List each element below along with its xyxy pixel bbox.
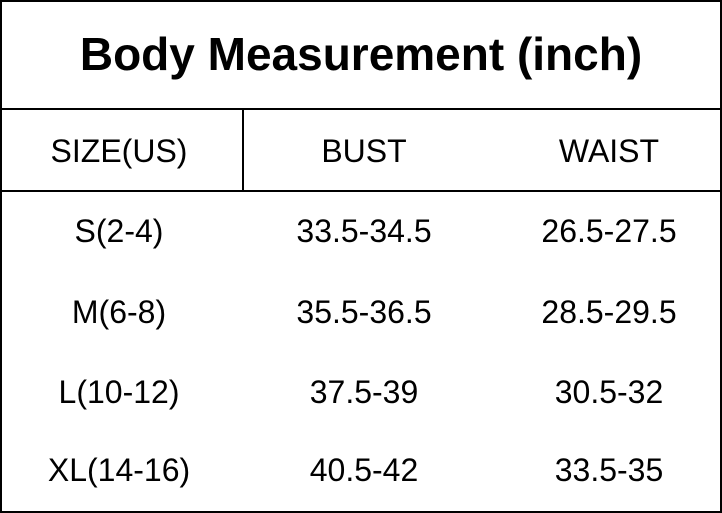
table-cell: 37.5-39 bbox=[309, 374, 419, 410]
table-cell: 35.5-36.5 bbox=[296, 294, 432, 330]
table-cell: L(10-12) bbox=[58, 374, 180, 410]
header-divider bbox=[2, 190, 720, 192]
table-cell: XL(14-16) bbox=[47, 452, 191, 488]
table-cell: 26.5-27.5 bbox=[541, 213, 677, 249]
table-cell: 33.5-35 bbox=[554, 452, 664, 488]
table-cell: S(2-4) bbox=[74, 213, 164, 249]
header-cell: BUST bbox=[321, 133, 407, 169]
table-cell: M(6-8) bbox=[71, 294, 167, 330]
table-cell: 40.5-42 bbox=[309, 452, 419, 488]
header-cell: WAIST bbox=[558, 133, 660, 169]
table-cell: 33.5-34.5 bbox=[296, 213, 432, 249]
column-divider bbox=[242, 108, 244, 192]
table-cell: 30.5-32 bbox=[554, 374, 664, 410]
header-cell: SIZE(US) bbox=[50, 133, 188, 169]
table-title: Body Measurement (inch) bbox=[2, 2, 720, 110]
table-cell: 28.5-29.5 bbox=[541, 294, 677, 330]
